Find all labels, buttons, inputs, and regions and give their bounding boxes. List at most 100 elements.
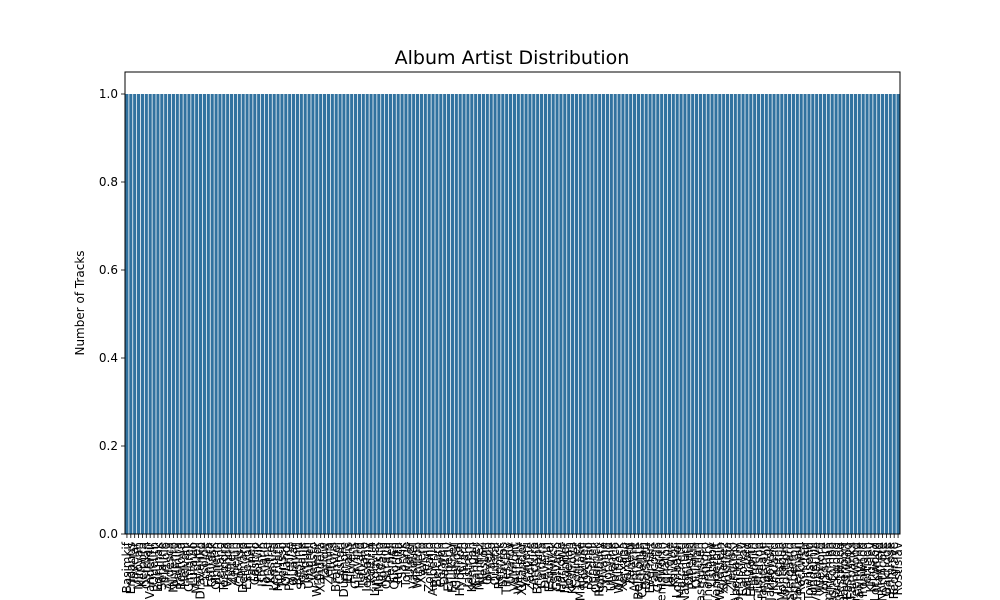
x-tick-label: Calloway: [736, 542, 750, 596]
y-axis-label: Number of Tracks: [73, 250, 87, 355]
x-tick-label: Halvard: [352, 542, 366, 589]
bar: [319, 94, 323, 534]
bar: [303, 94, 307, 534]
bar: [470, 94, 474, 534]
x-tick-label: Kirkland: [767, 542, 781, 591]
x-tick-label: Abelun: [228, 542, 242, 584]
x-tick-label: Zimmerman: [821, 542, 835, 600]
bar: [536, 94, 540, 534]
x-tick-label: Crestwood: [833, 542, 847, 600]
bar: [179, 94, 183, 534]
bar: [648, 94, 652, 534]
bar: [598, 94, 602, 534]
x-tick-label: Palmira: [170, 542, 184, 587]
x-tick-label: Rostova: [174, 542, 188, 590]
bar: [427, 94, 431, 534]
x-tick-label: Lombardi: [670, 542, 684, 598]
x-tick-label: Quinlan: [690, 542, 704, 588]
x-tick-label: Elvaris: [341, 542, 355, 582]
x-tick-label: Ironwood: [856, 542, 870, 597]
bar: [625, 94, 629, 534]
x-tick-label: Corwen: [434, 542, 448, 587]
bar: [881, 94, 885, 534]
bar: [342, 94, 346, 534]
x-tick-label: Fairbanks: [845, 542, 859, 599]
bar: [230, 94, 234, 534]
x-tick-label: Lindqvist: [368, 542, 382, 597]
bar: [497, 94, 501, 534]
bar: [237, 94, 241, 534]
x-tick-label: Westerly: [511, 542, 525, 594]
bar: [474, 94, 478, 534]
x-tick-label: Wintrop: [411, 542, 425, 589]
bar: [233, 94, 237, 534]
x-tick-label: Torvald: [600, 542, 614, 586]
bar: [791, 94, 795, 534]
x-tick-label: Zielinski: [724, 542, 738, 592]
x-tick-label: Montrez: [473, 542, 487, 590]
x-tick-label: Velisto: [306, 542, 320, 582]
plot-frame: [124, 71, 901, 535]
bar: [412, 94, 416, 534]
y-tick-label: 1.0: [99, 87, 118, 101]
bar: [447, 94, 451, 534]
x-tick-label: Tolvane: [399, 542, 413, 588]
bar: [315, 94, 319, 534]
bar: [369, 94, 373, 534]
bar: [400, 94, 404, 534]
bar: [760, 94, 764, 534]
x-tick-label: Cimbrek: [182, 542, 196, 592]
bar: [338, 94, 342, 534]
x-tick-label: Ashcombe: [825, 542, 839, 600]
bar: [241, 94, 245, 534]
x-tick-label: Ellsworth: [744, 542, 758, 597]
bars-group: [125, 94, 900, 534]
x-tick-label: Kolbrin: [364, 542, 378, 583]
x-tick-label: Trimolo: [159, 542, 173, 587]
bar: [462, 94, 466, 534]
bar: [264, 94, 268, 534]
x-tick-label: Villeneuve: [810, 542, 824, 600]
x-tick-label: Uvarov: [504, 542, 518, 584]
bar: [392, 94, 396, 534]
bar: [299, 94, 303, 534]
bar: [408, 94, 412, 534]
x-tick-label: Dunmore: [337, 542, 351, 598]
bar: [493, 94, 497, 534]
x-tick-label: Xylander: [515, 542, 529, 596]
x-tick-label: Caldera: [535, 542, 549, 588]
x-tick-label: Grivask: [205, 542, 219, 587]
bar: [268, 94, 272, 534]
x-tick-label: Jessamy: [360, 542, 374, 593]
bar: [830, 94, 834, 534]
x-tick-label: Grendal: [449, 542, 463, 589]
bar: [431, 94, 435, 534]
bar: [683, 94, 687, 534]
x-tick-label: Dastrin: [438, 542, 452, 585]
x-tick-label: Kastrel: [263, 542, 277, 583]
x-tick-label: Ustinov: [705, 542, 719, 587]
x-tick-label: Lindgren: [771, 542, 785, 595]
bar: [656, 94, 660, 534]
bar: [350, 94, 354, 534]
bar: [594, 94, 598, 534]
x-tick-label: Quatermain: [790, 542, 804, 600]
bar: [276, 94, 280, 534]
bar: [175, 94, 179, 534]
x-tick-label: Primrose: [883, 542, 897, 595]
x-tick-label: Thornbury: [701, 542, 715, 600]
bar: [396, 94, 400, 534]
x-tick-label: Eastwood: [841, 542, 855, 600]
x-tick-label: Yoshida: [721, 542, 735, 588]
bar: [450, 94, 454, 534]
bar: [140, 94, 144, 534]
x-tick-label: Nordstrom: [779, 542, 793, 600]
bar: [571, 94, 575, 534]
bar: [547, 94, 551, 534]
bar: [865, 94, 869, 534]
x-tick-label: Arcturo: [527, 542, 541, 586]
x-tick-label: Corvisa: [232, 542, 246, 587]
x-tick-label: Santoro: [697, 542, 711, 589]
bar: [202, 94, 206, 534]
x-tick-label: Estevon: [240, 542, 254, 590]
